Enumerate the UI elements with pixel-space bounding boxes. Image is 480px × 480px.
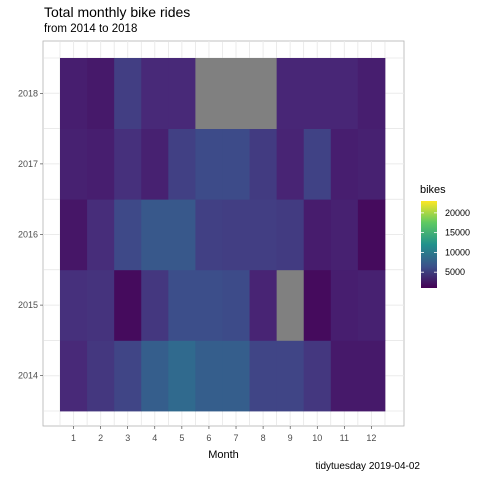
heatmap-tile xyxy=(222,128,250,200)
x-tick-label: 2 xyxy=(98,433,103,443)
heatmap-tile xyxy=(303,340,332,412)
x-tick-label: 8 xyxy=(261,433,266,443)
heatmap-tile xyxy=(303,269,332,341)
y-axis-ticks: 2014 2015 2016 2017 2018 xyxy=(18,88,43,381)
x-tick-label: 9 xyxy=(288,433,293,443)
heatmap-tile xyxy=(87,340,115,412)
x-tick-label: 3 xyxy=(125,433,130,443)
heatmap-tile xyxy=(114,340,142,412)
legend-colorbar xyxy=(421,201,437,288)
y-tick-label: 2018 xyxy=(18,88,38,98)
heatmap-tile xyxy=(195,269,223,341)
heatmap-tiles xyxy=(60,58,386,412)
heatmap-tile xyxy=(114,58,142,129)
heatmap-tile xyxy=(168,199,196,271)
chart-title: Total monthly bike rides xyxy=(44,4,191,20)
heatmap-tile xyxy=(357,58,386,129)
heatmap-tile xyxy=(276,128,305,200)
heatmap-tile xyxy=(330,269,359,341)
heatmap-tile xyxy=(141,58,169,129)
chart-caption: tidytuesday 2019-04-02 xyxy=(315,461,420,472)
heatmap-tile xyxy=(60,340,88,412)
heatmap-tile xyxy=(276,58,305,129)
heatmap-tile xyxy=(195,58,223,129)
heatmap-tile xyxy=(303,58,332,129)
heatmap-tile xyxy=(222,340,250,412)
heatmap-tile xyxy=(330,340,359,412)
heatmap-tile xyxy=(195,128,223,200)
y-tick-label: 2016 xyxy=(18,230,38,240)
heatmap-tile xyxy=(87,269,115,341)
x-tick-label: 11 xyxy=(340,433,349,443)
heatmap-tile xyxy=(249,340,278,412)
legend-title: bikes xyxy=(420,184,446,196)
heatmap-tile xyxy=(87,58,115,129)
heatmap-tile xyxy=(60,199,88,271)
heatmap-tile xyxy=(87,199,115,271)
x-tick-label: 5 xyxy=(179,433,184,443)
heatmap-tile xyxy=(114,199,142,271)
heatmap-tile xyxy=(357,269,386,341)
legend-tick-label: 10000 xyxy=(445,247,470,257)
x-tick-label: 1 xyxy=(71,433,76,443)
heatmap-tile xyxy=(222,58,250,129)
x-tick-label: 6 xyxy=(206,433,211,443)
heatmap-tile xyxy=(141,269,169,341)
x-axis-title: Month xyxy=(208,449,239,461)
x-tick-label: 12 xyxy=(366,433,376,443)
heatmap-tile xyxy=(330,199,359,271)
y-tick-label: 2017 xyxy=(18,159,38,169)
legend-tick-label: 20000 xyxy=(445,208,470,218)
heatmap-tile xyxy=(303,128,332,200)
heatmap-tile xyxy=(249,269,278,341)
legend-tick-label: 5000 xyxy=(445,267,465,277)
heatmap-tile xyxy=(87,128,115,200)
heatmap-tile xyxy=(60,58,88,129)
heatmap-tile xyxy=(168,340,196,412)
legend-ticks: 5000 10000 15000 20000 xyxy=(421,208,470,277)
heatmap-tile xyxy=(222,199,250,271)
y-tick-label: 2015 xyxy=(18,300,38,310)
heatmap-tile xyxy=(249,128,278,200)
heatmap-tile xyxy=(168,58,196,129)
legend-tick-label: 15000 xyxy=(445,228,470,238)
x-tick-label: 7 xyxy=(234,433,239,443)
heatmap-tile xyxy=(249,58,278,129)
heatmap-tile xyxy=(141,340,169,412)
x-axis-ticks: 1 2 3 4 5 6 7 8 9 10 11 12 xyxy=(71,426,376,443)
heatmap-tile xyxy=(168,128,196,200)
heatmap-tile xyxy=(357,128,386,200)
heatmap-tile xyxy=(114,269,142,341)
heatmap-tile xyxy=(195,199,223,271)
heatmap-tile xyxy=(195,340,223,412)
heatmap-tile xyxy=(330,58,359,129)
heatmap-tile xyxy=(276,269,305,341)
heatmap-tile xyxy=(168,269,196,341)
x-tick-label: 10 xyxy=(312,433,322,443)
heatmap-tile xyxy=(276,199,305,271)
heatmap-tile xyxy=(141,128,169,200)
x-tick-label: 4 xyxy=(152,433,157,443)
heatmap-tile xyxy=(60,128,88,200)
heatmap-tile xyxy=(141,199,169,271)
y-tick-label: 2014 xyxy=(18,371,38,381)
heatmap-tile xyxy=(60,269,88,341)
heatmap-tile xyxy=(330,128,359,200)
heatmap-tile xyxy=(357,340,386,412)
heatmap-tile xyxy=(114,128,142,200)
heatmap-tile xyxy=(303,199,332,271)
heatmap-tile xyxy=(357,199,386,271)
heatmap-tile xyxy=(222,269,250,341)
chart-subtitle: from 2014 to 2018 xyxy=(44,23,138,35)
heatmap-tile xyxy=(249,199,278,271)
heatmap-tile xyxy=(276,340,305,412)
